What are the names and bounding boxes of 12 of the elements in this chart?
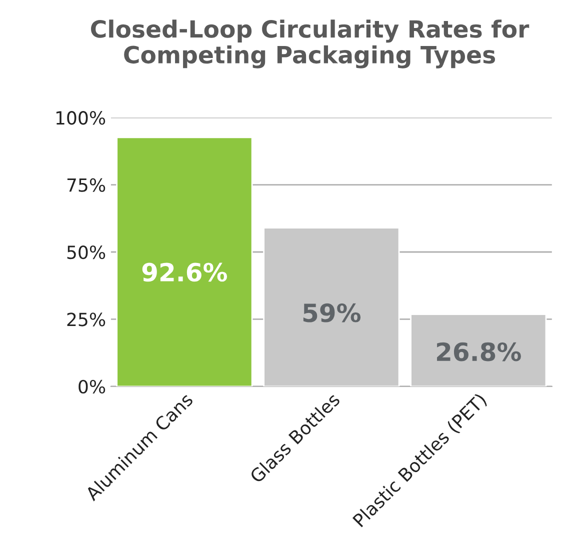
bar — [116, 136, 253, 386]
y-tick-label: 25% — [67, 312, 106, 326]
bar — [263, 227, 400, 386]
y-tick-label: 50% — [67, 245, 106, 260]
data-label: 59% — [303, 303, 361, 322]
bar — [410, 314, 547, 386]
y-tick-label: 75% — [67, 178, 106, 192]
chart-title: Closed-Loop Circularity Rates for Competing Packaging Types — [91, 20, 530, 68]
y-tick-label: 0% — [78, 380, 106, 394]
data-label: 92.6% — [142, 262, 228, 282]
y-tick-label: 100% — [56, 111, 106, 125]
data-label: 26.8% — [437, 342, 521, 362]
